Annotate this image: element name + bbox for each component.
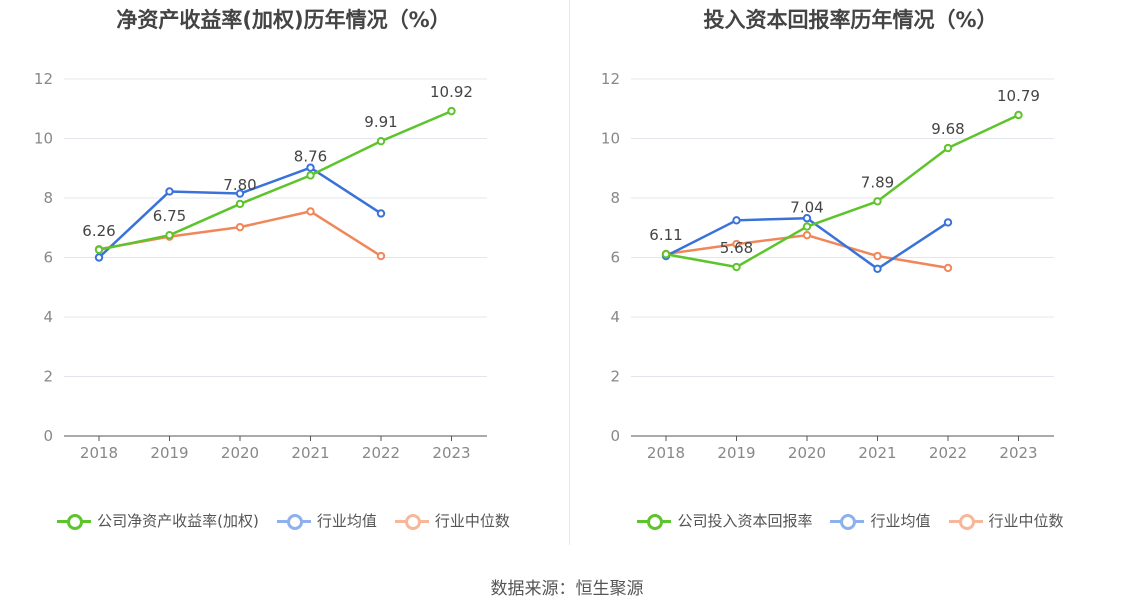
y-tick-label: 6 — [43, 249, 53, 267]
y-tick-label: 8 — [43, 189, 53, 207]
data-label: 7.04 — [790, 199, 823, 217]
data-source-note: 数据来源：恒生聚源 — [490, 579, 644, 599]
legend-item[interactable]: 行业中位数 — [394, 510, 510, 531]
legend-item[interactable]: 公司投入资本回报率 — [637, 510, 812, 531]
data-point — [306, 163, 315, 172]
data-point — [447, 106, 456, 116]
data-point — [873, 264, 882, 274]
roic-line-chart: 0 2 4 6 8 10 12 2018 2019 2020 2021 2022 2023 6.11 5.6… — [601, 70, 1054, 462]
x-tick-label: 2020 — [221, 444, 259, 462]
chart-panel-roe: 净资产收益率(加权)历年情况（%） 0 2 4 6 8 10 12 2018 2019 2020 2… — [0, 0, 567, 560]
x-tick-label: 2020 — [788, 444, 826, 462]
chart-legend: 公司投入资本回报率 行业均值 行业中位数 — [567, 510, 1134, 531]
data-point — [943, 143, 953, 153]
y-tick-label: 0 — [610, 427, 620, 445]
x-tick-label: 2018 — [80, 444, 118, 462]
data-label: 9.91 — [364, 113, 397, 131]
series-line — [665, 113, 1020, 269]
y-tick-label: 4 — [43, 308, 53, 326]
data-point — [306, 171, 315, 180]
legend-marker-icon — [57, 511, 92, 531]
data-label: 10.79 — [997, 87, 1040, 105]
data-point — [94, 245, 104, 254]
data-point — [943, 218, 953, 227]
chart-legend: 公司净资产收益率(加权) 行业均值 行业中位数 — [0, 510, 567, 531]
data-label: 6.75 — [153, 207, 186, 225]
data-label: 5.68 — [720, 239, 753, 257]
chart-panel-roic: 投入资本回报率历年情况（%） 0 2 4 6 8 10 12 2018 2019 2020 2021… — [567, 0, 1134, 560]
legend-item[interactable]: 行业中位数 — [948, 510, 1064, 531]
y-tick-label: 0 — [43, 427, 53, 445]
data-label: 10.92 — [430, 83, 473, 101]
legend-marker-icon — [394, 511, 429, 531]
y-tick-label: 2 — [43, 368, 53, 386]
data-point — [732, 216, 741, 225]
data-point — [306, 207, 315, 216]
data-label: 7.89 — [861, 173, 894, 191]
data-point — [376, 251, 386, 261]
data-point — [802, 214, 812, 223]
data-point — [1014, 110, 1023, 120]
x-tick-label: 2019 — [150, 444, 188, 462]
legend-label: 行业均值 — [316, 512, 377, 530]
x-tick-label: 2022 — [362, 444, 400, 462]
legend-label: 公司投入资本回报率 — [677, 512, 813, 530]
legend-marker-icon — [637, 511, 672, 531]
legend-label: 公司净资产收益率(加权) — [97, 512, 259, 530]
legend-marker-icon — [948, 511, 983, 531]
legend-marker-icon — [276, 511, 311, 531]
y-tick-label: 8 — [610, 189, 620, 207]
x-tick-label: 2023 — [432, 444, 470, 462]
legend-label: 行业中位数 — [434, 512, 510, 530]
series-line — [98, 109, 452, 251]
legend-label: 行业均值 — [870, 512, 931, 530]
data-label: 6.26 — [82, 222, 115, 240]
data-point — [873, 197, 882, 206]
y-tick-label: 2 — [610, 368, 620, 386]
legend-item[interactable]: 行业均值 — [830, 510, 931, 531]
y-tick-label: 4 — [610, 308, 620, 326]
data-point — [943, 263, 953, 273]
y-tick-label: 6 — [610, 249, 620, 267]
data-point — [94, 253, 104, 262]
x-tick-label: 2023 — [999, 444, 1037, 462]
data-point — [235, 189, 245, 198]
data-point — [165, 187, 174, 196]
data-point — [376, 136, 386, 146]
data-point — [873, 251, 882, 261]
legend-item[interactable]: 行业均值 — [276, 510, 377, 531]
data-point — [235, 199, 245, 209]
chart-title: 净资产收益率(加权)历年情况（%） — [116, 8, 451, 32]
data-label: 8.76 — [294, 147, 327, 165]
y-tick-label: 10 — [34, 130, 53, 148]
legend-label: 行业中位数 — [988, 512, 1064, 530]
data-point — [802, 230, 812, 240]
x-tick-label: 2022 — [929, 444, 967, 462]
data-point — [802, 222, 812, 231]
x-tick-label: 2021 — [858, 444, 896, 462]
y-tick-label: 12 — [34, 70, 53, 88]
data-point — [165, 230, 174, 240]
legend-marker-icon — [830, 511, 865, 531]
roe-line-chart: 0 2 4 6 8 10 12 2018 2019 2020 2021 2022 2023 6.26 6.7… — [34, 70, 487, 462]
data-point — [732, 239, 741, 249]
data-point — [235, 222, 245, 232]
chart-title: 投入资本回报率历年情况（%） — [703, 8, 998, 32]
y-tick-label: 12 — [601, 70, 620, 88]
panel-divider — [569, 0, 570, 545]
data-point — [732, 262, 741, 272]
data-label: 6.11 — [649, 226, 682, 244]
legend-item[interactable]: 公司净资产收益率(加权) — [57, 510, 259, 531]
y-tick-label: 10 — [601, 130, 620, 148]
x-tick-label: 2018 — [647, 444, 685, 462]
data-point — [661, 250, 671, 259]
x-tick-label: 2019 — [717, 444, 755, 462]
data-label: 7.80 — [223, 176, 256, 194]
x-tick-label: 2021 — [291, 444, 329, 462]
data-label: 9.68 — [931, 120, 964, 138]
data-point — [376, 209, 386, 218]
